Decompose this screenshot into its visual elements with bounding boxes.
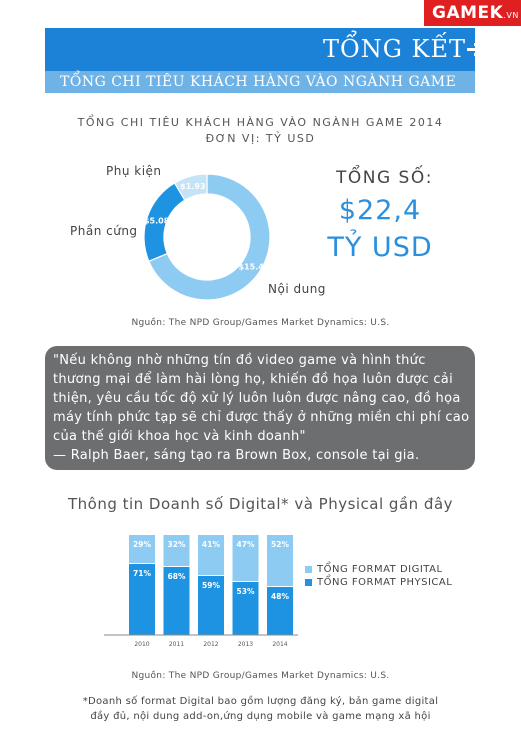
donut-title: TỔNG CHI TIÊU KHÁCH HÀNG VÀO NGÀNH GAME … <box>77 116 444 129</box>
page-title: TỔNG KẾT <box>323 35 466 63</box>
dot-shape <box>479 58 482 61</box>
dots-decoration-icon <box>467 38 503 61</box>
bar-label-physical-2010: 71% <box>133 569 151 578</box>
bar-digital-2014 <box>267 535 293 586</box>
quote-line: "Nếu không nhờ những tín đồ video game v… <box>53 353 426 368</box>
x-tick-label-2014: 2014 <box>272 641 287 648</box>
x-tick-label-2010: 2010 <box>134 641 149 648</box>
dot-shape <box>474 53 477 56</box>
x-tick-label-2013: 2013 <box>238 641 253 648</box>
dot-shape <box>479 38 482 41</box>
dot-shape <box>489 38 492 41</box>
dot-shape <box>489 43 492 46</box>
footnote: *Doanh số format Digital bao gồm lượng đ… <box>0 694 521 724</box>
total-unit: TỶ USD <box>327 232 433 263</box>
dot-shape <box>499 58 502 61</box>
quote-author: — Ralph Baer, sáng tạo ra Brown Box, con… <box>53 448 420 463</box>
bar-label-physical-2013: 53% <box>237 587 255 596</box>
bar-source: Nguồn: The NPD Group/Games Market Dynami… <box>131 671 390 681</box>
bar-physical-2011 <box>163 567 190 635</box>
dot-shape <box>489 58 492 61</box>
donut-chart: $15.4 $5.08 $1.93 <box>143 173 271 301</box>
bar-label-digital-2014: 52% <box>271 540 289 549</box>
bar-label-physical-2012: 59% <box>202 581 220 590</box>
donut-slice-phu-kien <box>173 173 208 201</box>
x-tick-label-2012: 2012 <box>203 641 218 648</box>
dot-shape <box>474 43 477 46</box>
dot-shape <box>479 43 482 46</box>
bar-label-physical-2014: 48% <box>271 592 289 601</box>
bar-physical-2013 <box>232 582 259 635</box>
dot-shape <box>479 53 482 56</box>
footnote-line: *Doanh số format Digital bao gồm lượng đ… <box>82 696 439 707</box>
legend-label-noi-dung: Nội dung <box>268 282 326 296</box>
bar-digital-2010 <box>129 535 155 563</box>
quote-box: "Nếu không nhờ những tín đồ video game v… <box>45 346 475 470</box>
dot-shape <box>484 58 487 61</box>
legend-swatch-digital <box>305 565 312 573</box>
quote-line: thiện, yêu cầu tốc độ xử lý luôn luôn đư… <box>53 391 461 406</box>
bar-chart: 71% 29% 68% 32% 59% 41% 53% 47% 48% 52% 2010 2011 2… <box>104 535 298 648</box>
bar-digital-2012 <box>198 535 224 575</box>
donut-unit: ĐƠN VỊ: TỶ USD <box>205 132 316 145</box>
legend-text-digital: TỔNG FORMAT DIGITAL <box>317 563 443 575</box>
legend-label-phu-kien: Phụ kiện <box>106 164 162 178</box>
bar-label-digital-2010: 29% <box>133 540 151 549</box>
donut-value-label-phu-kien: $1.93 <box>180 182 205 191</box>
logo-suffix: .VN <box>503 11 519 20</box>
legend-swatch-physical <box>305 578 312 586</box>
header-band <box>45 28 475 71</box>
bar-physical-2010 <box>129 564 155 635</box>
total-label: TỔNG SỐ: <box>336 168 433 188</box>
bar-label-physical-2011: 68% <box>168 572 186 581</box>
dot-shape <box>494 38 497 41</box>
dot-shape <box>499 53 502 56</box>
donut-source: Nguồn: The NPD Group/Games Market Dynami… <box>131 318 390 328</box>
bar-legend: TỔNG FORMAT DIGITAL TỔNG FORMAT PHYSICAL <box>305 563 452 589</box>
legend-item-digital: TỔNG FORMAT DIGITAL <box>305 563 452 575</box>
dot-shape <box>494 53 497 56</box>
legend-item-physical: TỔNG FORMAT PHYSICAL <box>305 576 452 588</box>
dot-shape <box>494 43 497 46</box>
total-value: $22,4 <box>338 195 422 226</box>
x-tick-label-2011: 2011 <box>169 641 184 648</box>
dot-shape <box>484 53 487 56</box>
quote-line: thương mại để làm hài lòng họ, khiến đồ … <box>53 372 453 387</box>
legend-label-phan-cung: Phần cứng <box>70 224 138 238</box>
bar-label-digital-2012: 41% <box>202 540 220 549</box>
dot-shape <box>489 53 492 56</box>
donut-slice-noi-dung <box>148 173 271 301</box>
bar-physical-2014 <box>267 587 293 635</box>
donut-value-label-noi-dung: $15.4 <box>238 262 264 271</box>
gamek-logo[interactable]: GAMEK.VN <box>424 0 521 26</box>
bar-physical-2012 <box>198 576 224 635</box>
bar-label-digital-2013: 47% <box>237 540 255 549</box>
quote-line: của thế giới khoa học và kinh doanh" <box>53 429 306 444</box>
dot-shape <box>499 43 502 46</box>
section-subtitle: TỔNG CHI TIÊU KHÁCH HÀNG VÀO NGÀNH GAME <box>60 74 457 90</box>
subheader-band <box>45 71 475 93</box>
dot-shape <box>484 43 487 46</box>
logo-text: GAMEK <box>432 3 504 23</box>
dot-shape <box>484 38 487 41</box>
legend-text-physical: TỔNG FORMAT PHYSICAL <box>317 576 453 588</box>
dot-bar <box>467 48 503 51</box>
bar-digital-2013 <box>232 535 259 581</box>
dot-shape <box>499 38 502 41</box>
dot-shape <box>494 58 497 61</box>
footnote-line: đầy đủ, nội dung add-on,ứng dụng mobile … <box>90 711 431 722</box>
bar-label-digital-2011: 32% <box>168 540 186 549</box>
donut-value-label-phan-cung: $5.08 <box>144 216 170 225</box>
bar-digital-2011 <box>163 535 190 566</box>
bar-chart-title: Thông tin Doanh số Digital* và Physical … <box>67 495 454 513</box>
quote-line: máy tính phức tạp sẽ chỉ được thấy ở nhữ… <box>53 410 470 425</box>
